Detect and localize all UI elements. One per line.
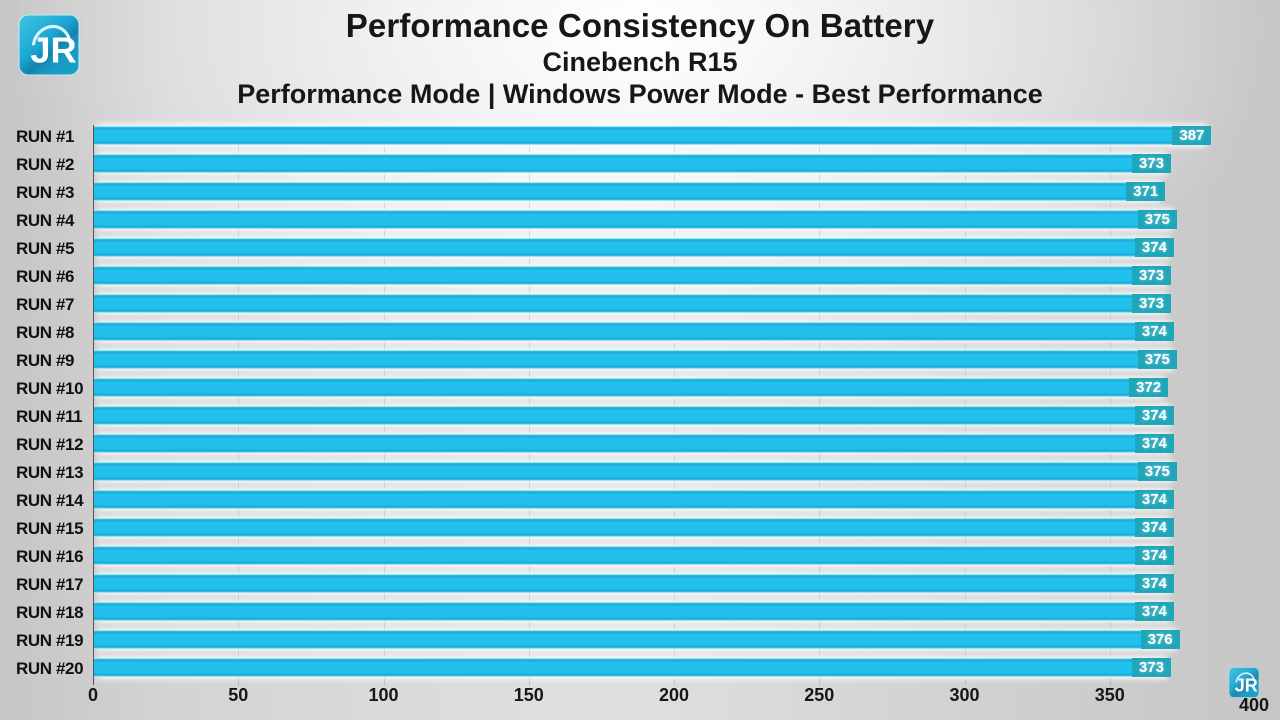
svg-text:JR: JR <box>1235 675 1258 695</box>
